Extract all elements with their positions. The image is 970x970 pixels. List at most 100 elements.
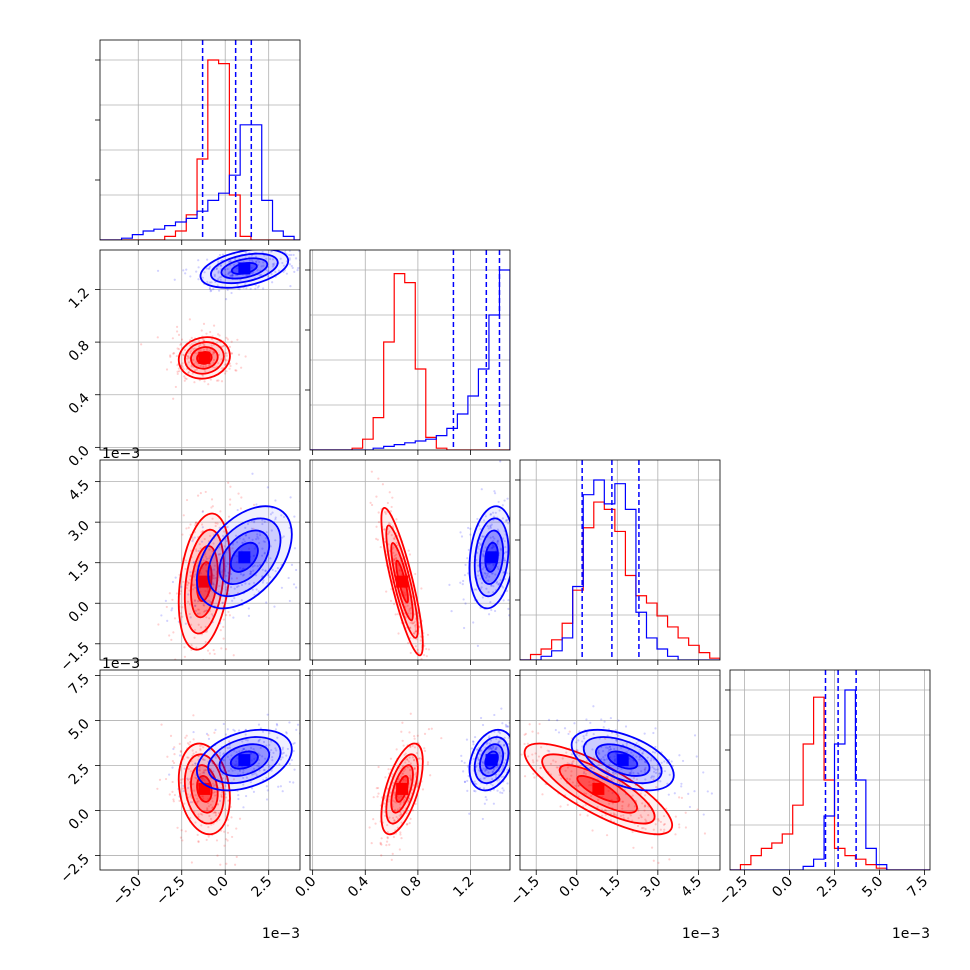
- sample-point: [211, 800, 214, 803]
- sample-point: [491, 543, 494, 546]
- sample-point: [399, 813, 402, 816]
- sample-point: [610, 798, 613, 801]
- sample-point: [219, 264, 223, 267]
- sample-point: [227, 593, 230, 596]
- sample-point: [288, 258, 291, 261]
- sample-point: [249, 244, 251, 246]
- sample-point: [377, 520, 381, 524]
- sample-point: [632, 846, 635, 849]
- sample-point: [429, 774, 432, 777]
- sample-point: [588, 780, 591, 784]
- sample-point: [194, 522, 197, 525]
- sample-point: [632, 771, 635, 774]
- y-tick-label: −1.5: [57, 639, 92, 674]
- sample-point: [286, 747, 289, 751]
- sample-point: [216, 278, 220, 281]
- sample-point: [575, 749, 578, 752]
- sample-point: [202, 770, 205, 774]
- sample-point: [407, 801, 410, 804]
- sample-point: [515, 757, 517, 759]
- sample-point: [281, 790, 284, 793]
- sample-point: [597, 749, 600, 752]
- sample-point: [641, 802, 644, 805]
- sample-point: [379, 841, 382, 844]
- sample-point: [394, 553, 398, 556]
- sample-point: [548, 750, 551, 753]
- sample-point: [379, 546, 382, 549]
- sample-point: [695, 755, 698, 758]
- sample-point: [572, 760, 575, 763]
- sample-point: [248, 259, 251, 262]
- sample-point: [392, 816, 395, 820]
- sample-point: [218, 276, 221, 279]
- sample-point: [316, 473, 318, 475]
- sample-point: [566, 803, 569, 806]
- sample-point: [244, 251, 247, 254]
- sample-point: [215, 839, 219, 842]
- sample-point: [239, 573, 243, 576]
- sample-point: [503, 499, 506, 502]
- sample-point: [421, 788, 425, 791]
- sample-point: [314, 772, 316, 774]
- sample-point: [188, 612, 191, 616]
- sample-point: [197, 266, 200, 269]
- sample-point: [186, 742, 190, 745]
- sample-point: [475, 764, 478, 767]
- sample-point: [208, 557, 211, 560]
- sample-point: [304, 749, 306, 751]
- sample-point: [214, 754, 217, 758]
- sample-point: [498, 732, 502, 735]
- sample-point: [400, 821, 403, 824]
- sample-point: [393, 602, 396, 606]
- sample-point: [282, 264, 286, 267]
- sample-point: [180, 585, 183, 588]
- sample-point: [187, 526, 190, 529]
- sample-point: [213, 811, 216, 814]
- sample-point: [654, 823, 657, 826]
- sample-point: [177, 367, 181, 370]
- sample-point: [386, 501, 389, 505]
- x-tick-label: 0.0: [292, 874, 319, 901]
- sample-point: [485, 768, 488, 771]
- sample-point: [591, 748, 594, 751]
- sample-point: [469, 533, 472, 536]
- x-tick-label: 1.2: [450, 874, 477, 901]
- sample-point: [568, 730, 571, 733]
- sample-point: [237, 585, 240, 588]
- sample-point: [266, 789, 269, 792]
- sample-point: [414, 626, 417, 629]
- sample-point: [643, 768, 647, 771]
- sample-point: [271, 511, 274, 514]
- sample-point: [208, 652, 211, 655]
- sample-point: [501, 517, 504, 520]
- sample-point: [217, 379, 220, 382]
- sample-point: [501, 768, 504, 771]
- sample-point: [490, 608, 493, 612]
- sample-point: [267, 574, 270, 577]
- sample-point: [662, 814, 666, 818]
- sample-point: [210, 498, 214, 501]
- sample-point: [513, 760, 515, 762]
- sample-point: [288, 780, 291, 784]
- sample-point: [491, 511, 495, 514]
- sample-point: [181, 533, 184, 536]
- sample-point: [302, 747, 304, 749]
- sample-point: [252, 554, 255, 558]
- sample-point: [488, 568, 491, 571]
- sample-point: [166, 619, 169, 622]
- sample-point: [228, 367, 231, 370]
- sample-point: [235, 827, 238, 830]
- sample-point: [280, 514, 283, 517]
- sample-point: [413, 632, 416, 635]
- sample-point: [207, 825, 210, 829]
- sample-point: [241, 574, 245, 577]
- sample-point: [240, 366, 243, 369]
- sample-point: [641, 751, 644, 755]
- sample-point: [372, 818, 375, 821]
- sample-point: [244, 733, 247, 736]
- sample-point: [202, 365, 205, 368]
- sample-point: [703, 832, 707, 835]
- sample-point: [195, 270, 198, 273]
- sample-point: [257, 758, 261, 762]
